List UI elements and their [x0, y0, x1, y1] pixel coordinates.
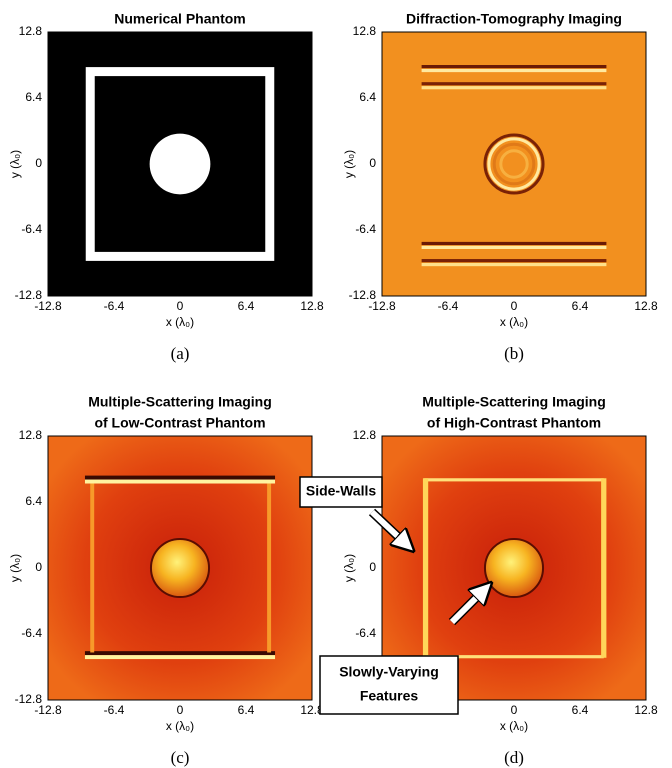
- x-axis-label: x (λ₀): [500, 315, 528, 329]
- y-tick-label: 6.4: [359, 90, 376, 104]
- x-tick-label: 6.4: [572, 703, 589, 717]
- annotation: Slowly-Varying: [339, 664, 439, 680]
- y-tick-label: 0: [369, 560, 376, 574]
- x-tick-label: 6.4: [572, 299, 589, 313]
- x-tick-label: -6.4: [438, 299, 459, 313]
- y-tick-label: 12.8: [19, 24, 43, 38]
- x-tick-label: 0: [177, 299, 184, 313]
- x-tick-label: 6.4: [238, 299, 255, 313]
- y-tick-label: 0: [35, 156, 42, 170]
- y-axis-label: y (λ₀): [8, 554, 22, 582]
- x-tick-label: 12.8: [300, 299, 324, 313]
- image-shape: [85, 480, 275, 484]
- x-axis-label: x (λ₀): [166, 315, 194, 329]
- image-shape: [601, 478, 606, 658]
- y-tick-label: -6.4: [21, 222, 42, 236]
- caption: (d): [504, 748, 524, 767]
- disk: [485, 539, 543, 597]
- y-tick-label: 0: [35, 560, 42, 574]
- y-tick-label: 6.4: [25, 494, 42, 508]
- image-content: [48, 436, 312, 700]
- x-tick-label: -12.8: [34, 703, 62, 717]
- y-tick-label: 12.8: [353, 24, 377, 38]
- panel-title: Multiple-Scattering Imaging: [88, 394, 272, 410]
- y-tick-label: -6.4: [355, 626, 376, 640]
- panel-image: [382, 32, 646, 296]
- panel-image: [48, 436, 312, 700]
- annotation: Side-Walls: [306, 483, 376, 499]
- panel-title: Diffraction-Tomography Imaging: [406, 11, 622, 27]
- panel-title: of Low-Contrast Phantom: [94, 415, 265, 431]
- panel-title: Multiple-Scattering Imaging: [422, 394, 606, 410]
- y-tick-label: -6.4: [21, 626, 42, 640]
- y-axis-label: y (λ₀): [8, 150, 22, 178]
- x-tick-label: 0: [511, 703, 518, 717]
- caption: (a): [171, 344, 190, 363]
- y-axis-label: y (λ₀): [342, 554, 356, 582]
- x-tick-label: -12.8: [34, 299, 62, 313]
- x-tick-label: 12.8: [634, 299, 658, 313]
- x-tick-label: 0: [177, 703, 184, 717]
- x-tick-label: -12.8: [368, 299, 396, 313]
- figure: Numerical Phantom 12.8 6.4 0 -6.4 -12.8 -12.8 -…: [0, 0, 672, 768]
- image-shape: [424, 478, 604, 481]
- image-shape: [85, 651, 275, 655]
- image-shape: [422, 263, 607, 266]
- image-shape: [85, 655, 275, 659]
- x-tick-label: 12.8: [634, 703, 658, 717]
- image-content: [48, 32, 312, 296]
- caption: (b): [504, 344, 524, 363]
- y-tick-label: 0: [369, 156, 376, 170]
- x-tick-label: 6.4: [238, 703, 255, 717]
- y-tick-label: 6.4: [25, 90, 42, 104]
- x-tick-label: -6.4: [104, 703, 125, 717]
- disk: [151, 539, 209, 597]
- image-shape: [267, 484, 271, 653]
- annotation: Features: [360, 688, 419, 704]
- panel-title: Numerical Phantom: [114, 11, 245, 27]
- disk: [150, 134, 211, 195]
- image-shape: [422, 259, 607, 262]
- y-tick-label: 12.8: [353, 428, 377, 442]
- image-shape: [85, 476, 275, 480]
- y-tick-label: 12.8: [19, 428, 43, 442]
- image-shape: [422, 69, 607, 72]
- x-tick-label: 0: [511, 299, 518, 313]
- x-axis-label: x (λ₀): [166, 719, 194, 733]
- y-tick-label: -6.4: [355, 222, 376, 236]
- y-axis-label: y (λ₀): [342, 150, 356, 178]
- image-shape: [422, 65, 607, 68]
- image-content: [382, 32, 646, 296]
- image-shape: [422, 82, 607, 85]
- x-axis-label: x (λ₀): [500, 719, 528, 733]
- image-shape: [423, 478, 428, 658]
- image-shape: [422, 246, 607, 249]
- image-shape: [422, 86, 607, 89]
- caption: (c): [171, 748, 190, 767]
- panel-image: [48, 32, 312, 296]
- x-tick-label: -6.4: [104, 299, 125, 313]
- panel-title: of High-Contrast Phantom: [427, 415, 601, 431]
- image-shape: [422, 242, 607, 245]
- image-shape: [90, 484, 94, 653]
